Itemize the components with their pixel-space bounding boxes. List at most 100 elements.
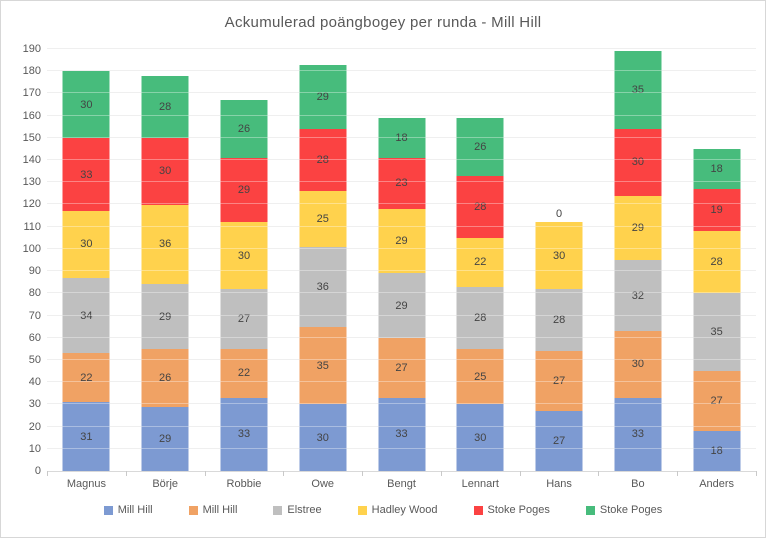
- y-axis-tick-label: 190: [22, 43, 41, 55]
- bar-segment: 28: [693, 231, 741, 294]
- bar-segment: 30: [141, 137, 189, 205]
- bar-segment: 28: [456, 286, 504, 349]
- bar-segment: 30: [299, 404, 347, 471]
- bar-segment: 30: [62, 71, 110, 138]
- bar-column-börje: 29 26 29 36 30 28: [126, 49, 205, 471]
- legend-swatch-icon: [357, 505, 367, 515]
- legend-label: Mill Hill: [202, 504, 238, 516]
- gridline: [47, 403, 756, 405]
- gridline: [47, 159, 756, 161]
- y-axis-tick-label: 170: [22, 87, 41, 100]
- x-axis-category-label: Bengt: [387, 478, 416, 490]
- stacked-bar: 29 26 29 36 30 28: [141, 75, 189, 471]
- bar-segment: 22: [62, 353, 110, 403]
- legend-label: Stoke Poges: [599, 504, 663, 516]
- bar-column-lennart: 30 25 28 22 28 26: [441, 49, 520, 471]
- bar-column-bo: 33 30 32 29 30 35: [598, 49, 677, 471]
- bar-segment: 36: [299, 246, 347, 327]
- bar-segment: 23: [378, 157, 426, 209]
- gridline: [47, 203, 756, 205]
- y-axis-tick-label: 60: [28, 331, 41, 344]
- bar-segment: 30: [614, 331, 662, 398]
- bar-segment: 27: [535, 411, 583, 471]
- gridline: [47, 92, 756, 94]
- gridline: [47, 181, 756, 183]
- x-axis-tick: [47, 471, 48, 476]
- gridline: [47, 114, 756, 116]
- gridline: [47, 358, 756, 360]
- gridline: [47, 292, 756, 294]
- bar-segment: 28: [456, 175, 504, 238]
- bar-segment: 29: [141, 406, 189, 471]
- legend-swatch-icon: [188, 505, 198, 515]
- bar-segment: 28: [141, 75, 189, 138]
- bar-segment: 27: [220, 288, 268, 349]
- bar-segment: 22: [456, 237, 504, 287]
- bar-segment: 18: [693, 431, 741, 471]
- legend-label: Stoke Poges: [487, 504, 550, 516]
- bar-segment: 33: [378, 397, 426, 471]
- legend-label: Elstree: [287, 504, 322, 516]
- y-axis-tick-label: 70: [28, 309, 41, 322]
- bar-segment: 22: [220, 348, 268, 398]
- gridline: [47, 225, 756, 227]
- bar-segment: 27: [693, 371, 741, 432]
- bar-column-hans: 27 27 28 30 0: [520, 49, 599, 471]
- x-axis-category-label: Owe: [311, 478, 335, 490]
- bar-segment: 29: [614, 195, 662, 261]
- gridline: [47, 114, 756, 116]
- x-axis-category-label: Hans: [546, 478, 572, 490]
- gridlines-overlay: [47, 48, 756, 471]
- bar-segment: 18: [693, 149, 741, 189]
- zero-data-label: 0: [556, 208, 563, 221]
- gridline: [47, 92, 756, 94]
- x-axis-category-label: Börje: [152, 478, 179, 490]
- x-axis-tick: [125, 471, 127, 476]
- gridline: [47, 381, 756, 383]
- legend-item: Hadley Wood: [357, 504, 438, 516]
- bar-segment: 32: [614, 260, 662, 332]
- bar-segment: 35: [299, 326, 347, 405]
- y-axis-tick-label: 180: [22, 65, 41, 78]
- bar-segment: 27: [378, 337, 426, 398]
- gridline: [47, 70, 756, 72]
- legend-item: Elstree: [273, 504, 322, 516]
- y-axis-tick-label: 140: [22, 154, 41, 167]
- bar-segment: 26: [220, 100, 268, 158]
- bar-segment: 29: [220, 157, 268, 223]
- bar-column-robbie: 33 22 27 30 29 26: [205, 49, 284, 471]
- bar-segment: 33: [220, 397, 268, 471]
- legend-label: Hadley Wood: [371, 504, 438, 516]
- legend-item: Stoke Poges: [585, 504, 663, 516]
- gridline: [47, 247, 756, 249]
- stacked-bar: 33 22 27 30 29 26: [220, 100, 268, 471]
- stacked-bar: 30 25 28 22 28 26: [456, 117, 504, 471]
- gridline: [47, 314, 756, 316]
- legend-item: Mill Hill: [103, 504, 153, 516]
- bar-segment: 28: [535, 288, 583, 352]
- x-axis-category-label: Anders: [699, 478, 735, 490]
- stacked-bar: 33 30 32 29 30 35: [614, 51, 662, 471]
- y-axis-tick-label: 10: [28, 442, 41, 455]
- gridline: [47, 270, 756, 272]
- bar-segment: 35: [693, 293, 741, 372]
- legend-swatch-icon: [585, 505, 595, 515]
- bar-column-owe: 30 35 36 25 28 29: [283, 49, 362, 471]
- bar-segment: 27: [535, 351, 583, 412]
- bar-segment: 30: [62, 211, 110, 278]
- bar-segment: 30: [535, 222, 583, 289]
- stacked-bar: 18 27 35 28 19 18: [693, 149, 741, 471]
- bar-segment: 29: [299, 64, 347, 129]
- x-axis-category-label: Magnus: [66, 478, 106, 490]
- y-axis-tick-label: 150: [22, 131, 41, 144]
- gridline: [47, 48, 756, 49]
- y-axis-tick-label: 40: [28, 376, 41, 389]
- bar-segment: 26: [456, 117, 504, 176]
- x-axis-category-label: Robbie: [226, 478, 262, 490]
- bar-segment: 29: [378, 273, 426, 338]
- gridline: [47, 136, 756, 138]
- y-axis-tick-label: 20: [28, 420, 41, 433]
- bar-segment: 36: [141, 204, 189, 285]
- x-axis-tick: [756, 471, 757, 476]
